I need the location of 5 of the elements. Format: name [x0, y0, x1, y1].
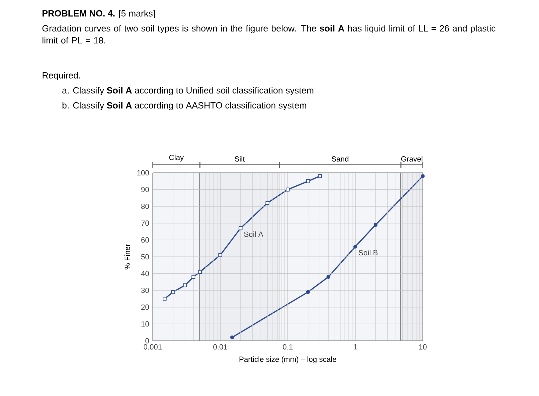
- text: b. Classify Soil A according to AASHTO classification system: [62, 102, 306, 111]
- text: a. Classify Soil A according to Unified soil classification system: [62, 87, 314, 96]
- chart-title: PROBLEM NO. 4. [5 marks]: [42, 10, 155, 19]
- text: Gradation curves of two soil types is shown in the figure below. The soil A has liquid limit of LL = 26 and plastic limit of PL = 18.: [42, 25, 496, 44]
- text: Required.: [42, 72, 80, 81]
